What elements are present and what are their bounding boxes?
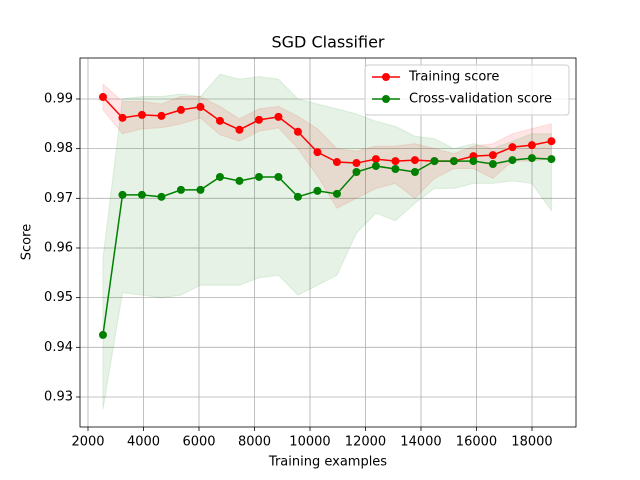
point: [352, 167, 361, 176]
legend-marker: [382, 95, 390, 103]
point: [293, 192, 302, 201]
x-tick-label: 18000: [511, 435, 552, 450]
point: [215, 172, 224, 181]
point: [313, 148, 322, 157]
point: [430, 157, 439, 166]
point: [254, 115, 263, 124]
x-tick-label: 2000: [71, 435, 104, 450]
legend-label: Cross-validation score: [409, 92, 552, 107]
legend-box: [364, 64, 570, 116]
chart-title: SGD Classifier: [272, 33, 385, 52]
point: [176, 105, 185, 114]
point: [410, 156, 419, 165]
legend-marker: [382, 73, 390, 81]
band: [102, 73, 552, 410]
point: [391, 157, 400, 166]
legend: Training score Cross-validation score: [364, 64, 570, 116]
x-tick-label: 10000: [289, 435, 330, 450]
x-tick-label: 8000: [238, 435, 271, 450]
x-tick-label: 6000: [182, 435, 215, 450]
point: [118, 113, 127, 122]
point: [371, 162, 380, 171]
point: [332, 189, 341, 198]
point: [98, 92, 107, 101]
point: [196, 185, 205, 194]
point: [118, 190, 127, 199]
point: [332, 158, 341, 167]
point: [235, 176, 244, 185]
x-axis-label: Training examples: [268, 455, 387, 470]
point: [352, 159, 361, 168]
x-tick-label: 14000: [400, 435, 441, 450]
point: [547, 137, 556, 146]
y-tick-label: 0.96: [44, 240, 73, 255]
point: [176, 185, 185, 194]
y-tick-label: 0.99: [44, 91, 73, 106]
x-tick-label: 16000: [456, 435, 497, 450]
y-tick-label: 0.93: [44, 389, 73, 404]
point: [391, 165, 400, 174]
point: [313, 186, 322, 195]
point: [274, 172, 283, 181]
y-tick-label: 0.97: [44, 191, 73, 206]
point: [157, 192, 166, 201]
point: [137, 110, 146, 119]
point: [469, 157, 478, 166]
y-tick-label: 0.95: [44, 290, 73, 305]
point: [293, 127, 302, 136]
point: [98, 330, 107, 339]
point: [371, 155, 380, 164]
point: [137, 190, 146, 199]
point: [157, 111, 166, 120]
point: [527, 154, 536, 163]
point: [274, 112, 283, 121]
x-tick-label: 4000: [127, 435, 160, 450]
point: [488, 160, 497, 169]
point: [488, 151, 497, 160]
point: [508, 143, 517, 152]
point: [235, 125, 244, 134]
point: [449, 157, 458, 166]
point: [215, 116, 224, 125]
plot-frame: [79, 57, 577, 428]
y-tick-label: 0.94: [44, 340, 73, 355]
y-tick-label: 0.98: [44, 141, 73, 156]
x-tick-label: 12000: [345, 435, 386, 450]
point: [508, 156, 517, 165]
point: [547, 155, 556, 164]
point: [527, 141, 536, 150]
y-axis-label: Score: [20, 224, 35, 260]
point: [254, 172, 263, 181]
point: [196, 102, 205, 111]
point: [410, 167, 419, 176]
legend-label: Training score: [408, 70, 499, 85]
